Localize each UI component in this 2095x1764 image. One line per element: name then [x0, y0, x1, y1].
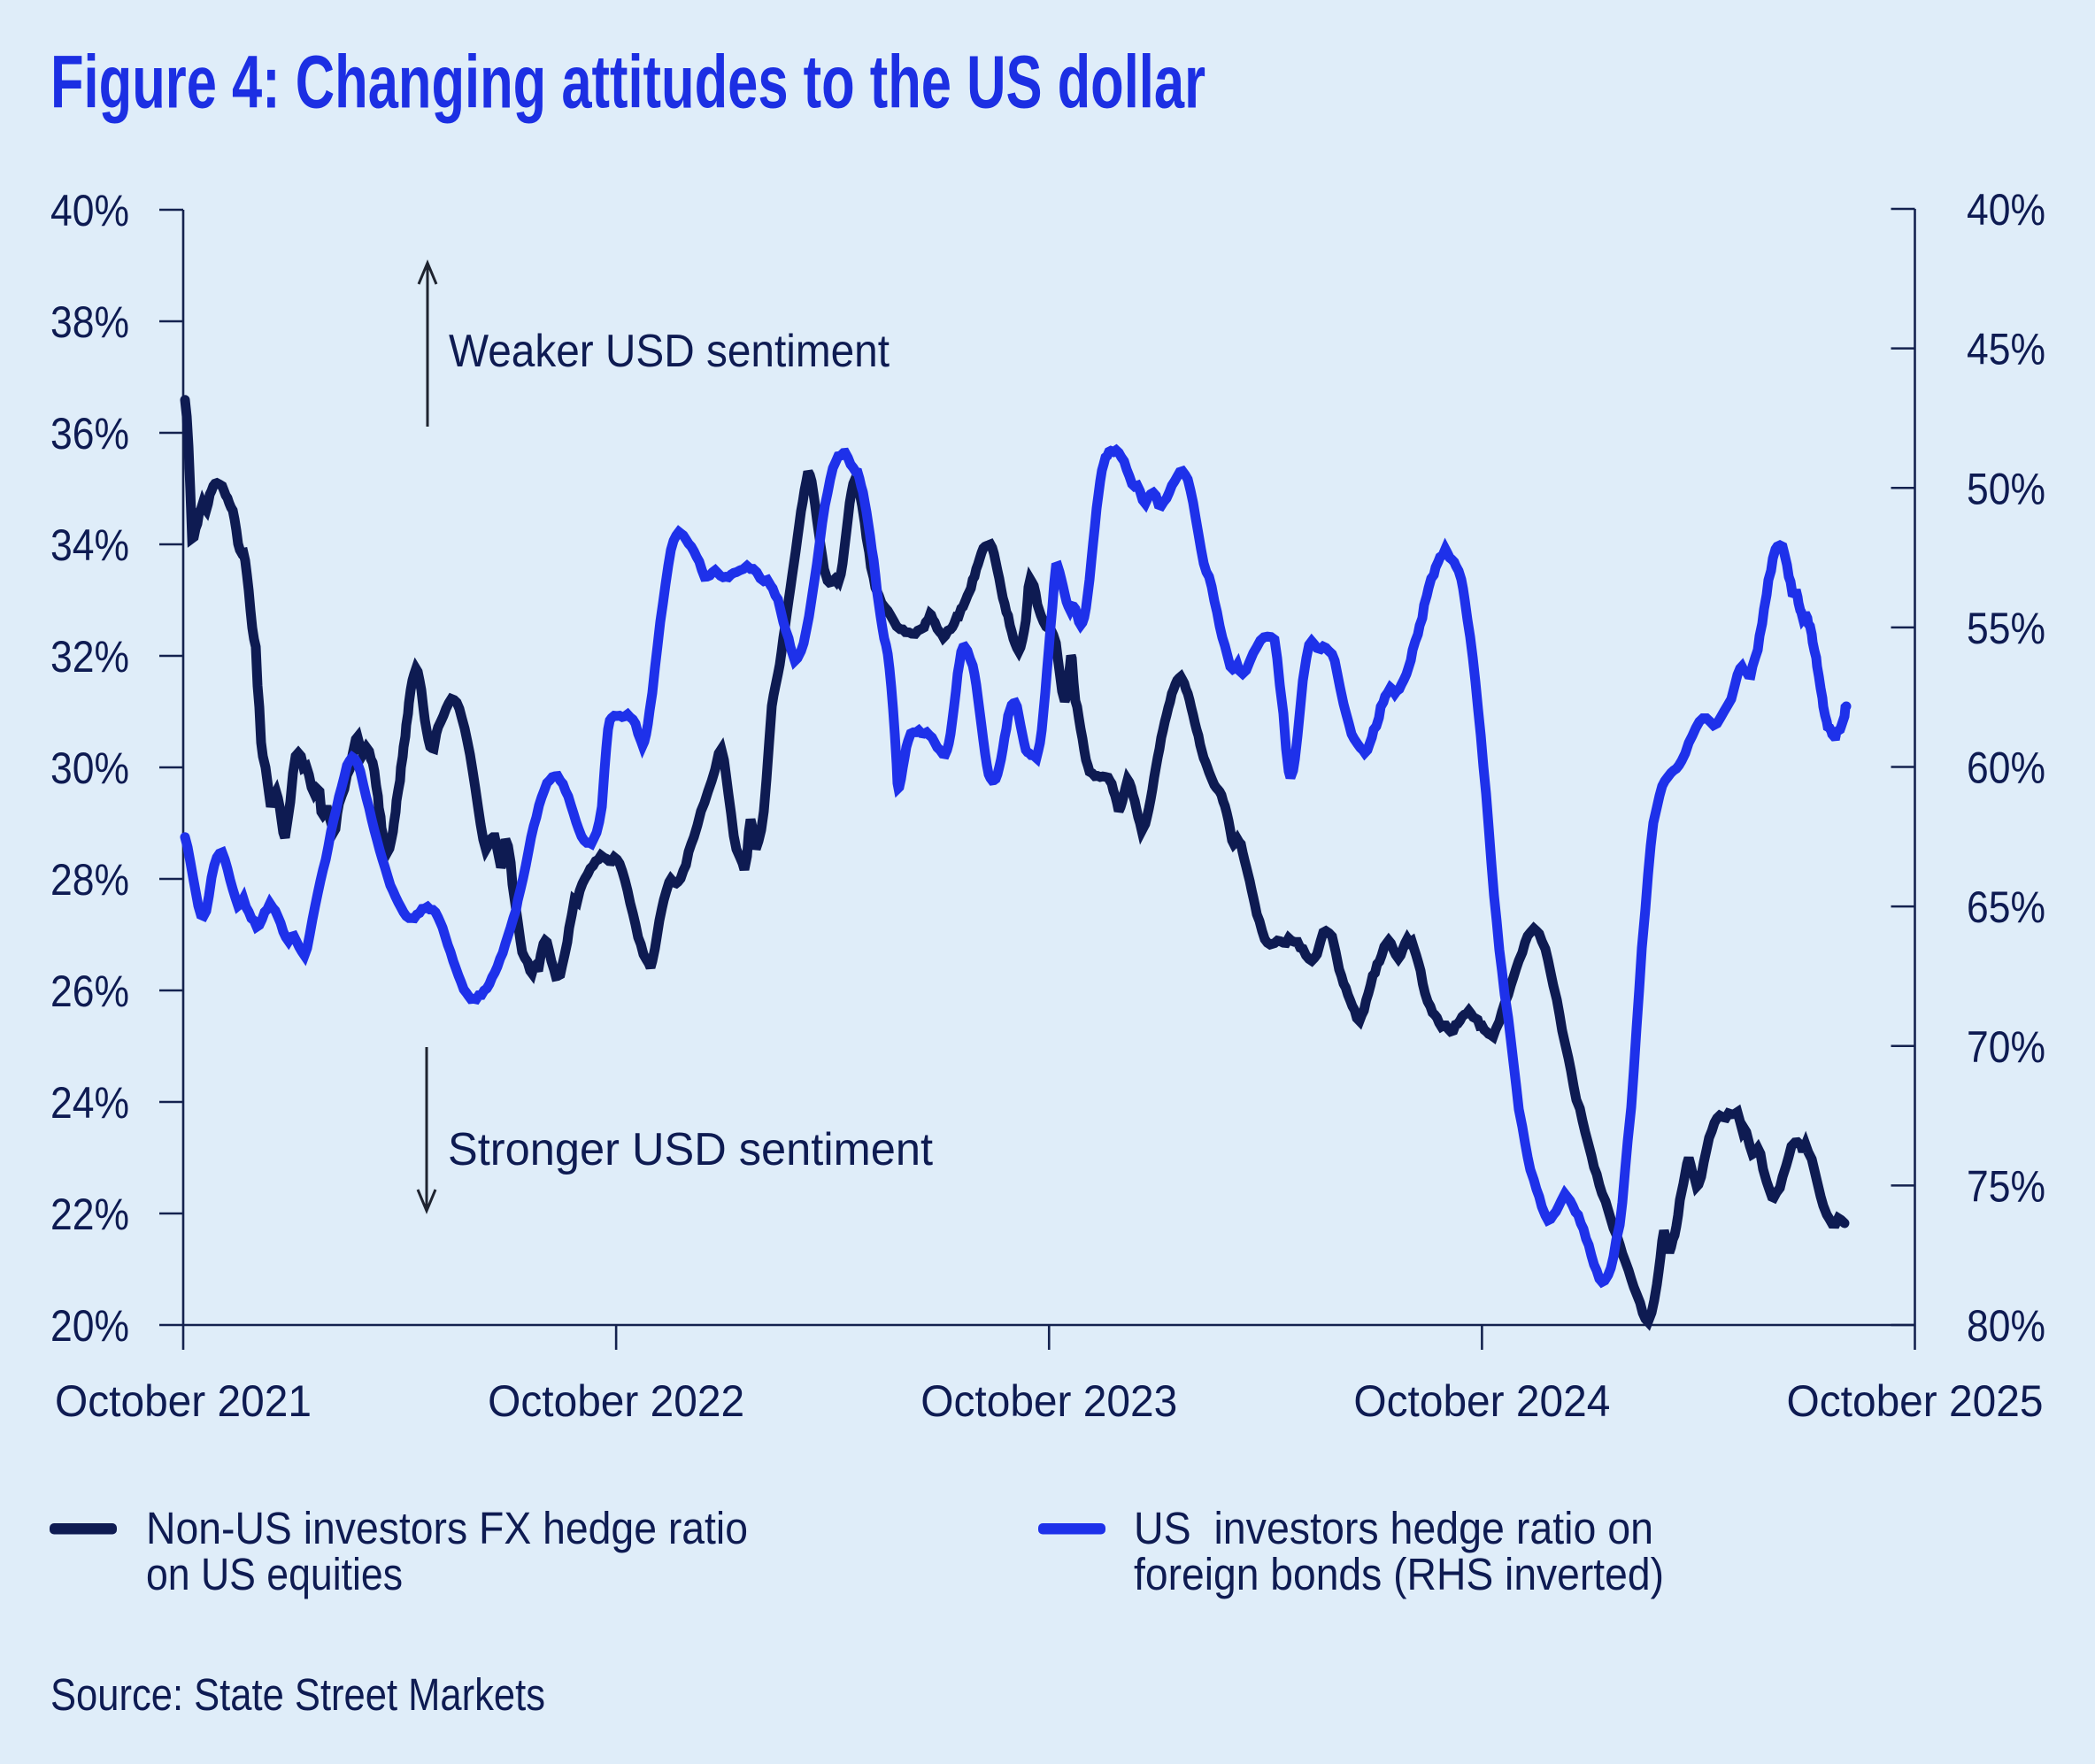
- svg-text:October 2024: October 2024: [1353, 1376, 1610, 1426]
- svg-text:34%: 34%: [50, 520, 129, 570]
- svg-text:US investors hedge ratio on: US investors hedge ratio on: [1134, 1503, 1653, 1553]
- svg-text:60%: 60%: [1967, 743, 2045, 793]
- svg-text:45%: 45%: [1967, 325, 2045, 374]
- svg-text:70%: 70%: [1967, 1022, 2045, 1072]
- svg-text:75%: 75%: [1967, 1161, 2045, 1211]
- svg-text:22%: 22%: [50, 1190, 129, 1239]
- svg-text:30%: 30%: [50, 743, 129, 793]
- svg-text:28%: 28%: [50, 855, 129, 905]
- svg-text:38%: 38%: [50, 297, 129, 347]
- svg-text:40%: 40%: [1967, 185, 2045, 235]
- svg-text:Weaker USD sentiment: Weaker USD sentiment: [449, 326, 890, 377]
- svg-text:80%: 80%: [1967, 1301, 2045, 1351]
- svg-text:65%: 65%: [1967, 882, 2045, 932]
- svg-text:October 2022: October 2022: [488, 1376, 744, 1426]
- svg-text:Source: State Street Markets: Source: State Street Markets: [50, 1669, 545, 1720]
- svg-text:40%: 40%: [50, 186, 129, 235]
- svg-text:55%: 55%: [1967, 604, 2045, 653]
- svg-text:October 2021: October 2021: [55, 1376, 312, 1426]
- svg-text:36%: 36%: [50, 409, 129, 458]
- svg-text:20%: 20%: [50, 1301, 129, 1351]
- svg-text:October 2025: October 2025: [1787, 1376, 2044, 1426]
- svg-text:Non-US investors FX hedge rati: Non-US investors FX hedge ratio: [146, 1503, 748, 1553]
- svg-text:Stronger USD sentiment: Stronger USD sentiment: [448, 1124, 934, 1175]
- svg-text:26%: 26%: [50, 967, 129, 1016]
- svg-text:24%: 24%: [50, 1078, 129, 1128]
- svg-text:50%: 50%: [1967, 464, 2045, 513]
- svg-text:Figure 4: Changing attitudes t: Figure 4: Changing attitudes to the US d…: [50, 41, 1205, 124]
- svg-text:October 2023: October 2023: [920, 1376, 1177, 1426]
- svg-text:foreign bonds (RHS inverted): foreign bonds (RHS inverted): [1134, 1549, 1664, 1599]
- svg-text:on US equities: on US equities: [146, 1549, 403, 1599]
- svg-text:32%: 32%: [50, 632, 129, 682]
